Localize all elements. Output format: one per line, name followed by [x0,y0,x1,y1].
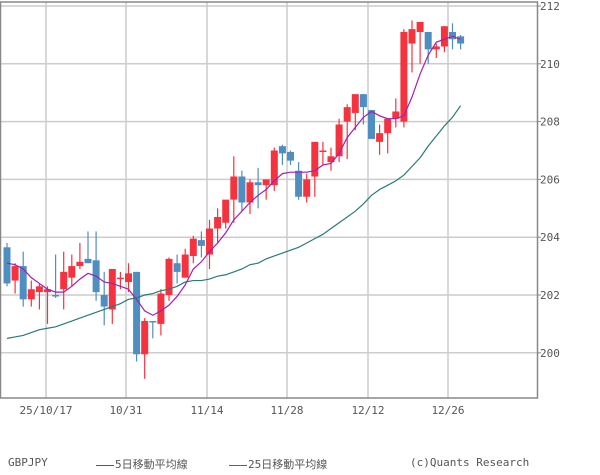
x-tick-label: 25/10/17 [20,404,73,417]
candle-body [432,46,440,50]
candle-body [11,266,19,281]
legend: GBPJPY 5日移動平均線 25日移動平均線 (c)Quants Resear… [0,456,600,474]
candle-body [246,182,254,203]
candle-body [125,273,132,282]
candle-body [116,277,124,280]
candle-body [359,94,367,108]
candlestick-chart: 200 202 204 206 208 210 212 25/10/17 10/31 11/14 1… [0,0,560,417]
candle-body [335,124,343,157]
candle-body [181,254,189,278]
candle-body [287,151,294,161]
candle-body [303,179,311,197]
x-tick-label: 10/31 [109,404,142,417]
candle-body [311,141,319,177]
candle-body [68,266,76,278]
candle-body [100,295,108,307]
candle-body [384,118,392,134]
candle-body [230,176,238,200]
y-tick-label: 204 [540,231,560,244]
x-tick-label: 11/28 [270,404,303,417]
candle-body [149,321,157,323]
candle-body [343,107,351,122]
candle-body [408,29,416,44]
candle-body [3,247,11,284]
candle-body [319,150,327,152]
candle-body [449,32,456,40]
candle-body [295,170,303,197]
y-tick-label: 208 [540,116,560,129]
candle-body [278,146,286,154]
candle-body [27,289,35,300]
x-tick-label: 12/12 [351,404,384,417]
candle-body [108,268,116,310]
plot-frame [0,1,539,399]
candle-body [189,238,197,256]
candle-body [60,271,68,290]
y-tick-label: 206 [540,173,560,186]
candle-body [35,286,43,293]
candle-body [368,110,375,139]
y-tick-label: 212 [540,0,560,13]
legend-ma25: 25日移動平均線 [229,456,327,472]
candle-body [173,263,181,272]
candle-body [52,295,60,297]
x-tick-label: 12/26 [431,404,464,417]
candle-body [351,94,359,113]
candle-body [440,26,448,47]
candle-body [424,32,432,50]
ma5-line-swatch-icon [96,464,114,466]
candle-body [165,258,173,295]
candle-body [270,150,278,186]
candle-body [157,293,165,324]
candle-body [376,133,384,142]
legend-symbol: GBPJPY [8,456,48,469]
candle-body [44,289,51,293]
candle-body [197,240,205,246]
ma5-line [6,35,461,316]
candle-body [262,179,270,186]
candle-body [206,228,213,255]
candle-body [19,266,27,300]
x-tick-label: 11/14 [190,404,223,417]
y-tick-label: 202 [540,289,560,302]
candle-body [133,271,141,355]
candle-body [327,156,335,163]
y-tick-label: 200 [540,347,560,360]
candle-body [392,111,400,119]
candle-body [76,261,84,267]
candle-body [84,258,92,264]
candle-body [141,321,149,355]
ma25-line [6,105,462,339]
candle-body [254,182,262,186]
y-tick-label: 210 [540,58,560,71]
credit: (c)Quants Research [410,456,530,469]
candle-body [400,32,408,122]
candle-body [222,199,230,223]
candle-body [457,36,465,44]
candle-body [416,21,424,33]
candle-body [238,176,246,203]
legend-ma5: 5日移動平均線 [96,456,188,472]
ma25-line-swatch-icon [229,464,247,466]
candle-body [214,216,222,229]
